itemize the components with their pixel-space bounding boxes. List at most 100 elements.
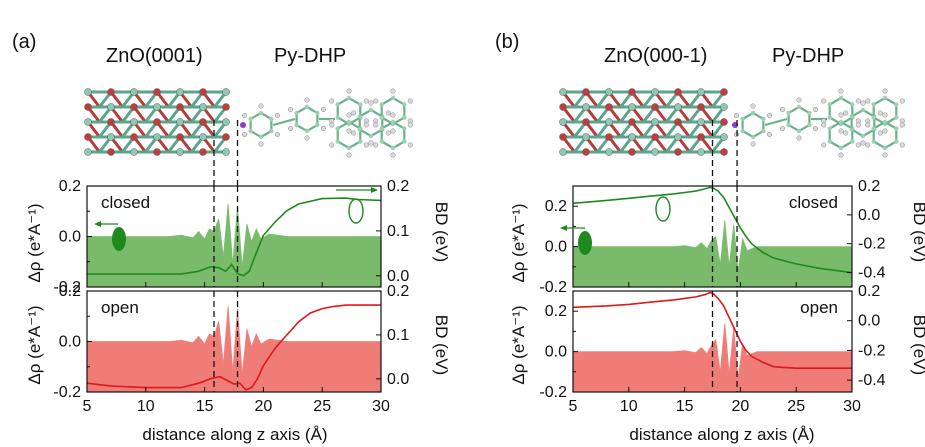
panel-b-zno-slab-atom bbox=[674, 148, 682, 156]
panel-a-py-dhp-dhp-ring-atom bbox=[368, 107, 374, 113]
panel-b-zno-slab-atom bbox=[628, 148, 636, 156]
panel-a-py-dhp-dhp-ring-atom bbox=[357, 127, 362, 132]
panel-a-py-dhp-dhp-ring-hydrogen bbox=[390, 88, 396, 94]
panel-b-py-dhp-dhp-ring-hydrogen bbox=[821, 122, 827, 128]
panel-a-py-dhp-dhp-ring-hydrogen bbox=[363, 122, 369, 128]
panel-b-top-state-label: closed bbox=[789, 193, 838, 212]
panel-b-top-right-tick-label: 0.2 bbox=[858, 178, 880, 195]
panel-b-bottom-band-diagram-line bbox=[573, 291, 852, 369]
panel-a-zno-slab-atom bbox=[153, 88, 161, 96]
panel-a-bottom-x-tick-label: 25 bbox=[313, 398, 331, 415]
panel-b-py-dhp-dhp-ring-atom bbox=[871, 126, 876, 131]
right-axis-arrowhead bbox=[371, 187, 378, 193]
panel-b-py-dhp-dhp-ring-hydrogen bbox=[838, 152, 844, 158]
panel-b-top-left-ylabel: Δρ (e*A⁻¹) bbox=[509, 203, 528, 282]
panel-a-py-dhp-pyridine-hydrogen bbox=[274, 112, 281, 119]
panel-b-top-right-tick-label: -0.2 bbox=[858, 236, 886, 253]
panel-a-bottom-right-tick-label: 0.2 bbox=[387, 283, 409, 300]
panel-a-bottom-charge-density-area bbox=[87, 306, 381, 392]
panel-a-py-dhp-dhp-ring-hydrogen bbox=[346, 128, 352, 134]
panel-b-zno-slab-atom bbox=[674, 88, 682, 96]
panel-b-py-dhp-dhp-ring-atom bbox=[827, 115, 832, 120]
panel-b-label: (b) bbox=[495, 31, 519, 53]
panel-b-top-left-tick-label: -0.2 bbox=[539, 279, 567, 296]
panel-a-top-left-ylabel: Δρ (e*A⁻¹) bbox=[25, 203, 44, 282]
plots-layer: 0.20.0-0.20.20.10.0closed0.20.0-0.20.20.… bbox=[53, 120, 886, 415]
panel-a-py-dhp-phenyl-hydrogen bbox=[320, 125, 327, 132]
panel-b-py-dhp-dhp-ring-hydrogen bbox=[843, 110, 849, 116]
panel-b-zno-slab-atom bbox=[582, 88, 590, 96]
panel-a-py-dhp-dhp-ring-atom bbox=[335, 102, 340, 107]
panel-b-py-dhp-dhp-ring-hydrogen bbox=[882, 112, 888, 118]
panel-b-zno-slab-atom bbox=[697, 103, 705, 111]
panel-b-py-dhp-dhp-ring-atom bbox=[838, 95, 844, 101]
panel-a-py-dhp-dhp-ring-atom bbox=[335, 139, 340, 144]
panel-b-zno-slab-atom bbox=[605, 118, 613, 126]
panel-a-zno-slab-atom bbox=[153, 148, 161, 156]
panel-a-py-dhp-dhp-ring-hydrogen bbox=[385, 110, 391, 116]
panel-a-zno-slab-atom bbox=[199, 148, 207, 156]
panel-b-zno-slab-atom bbox=[605, 133, 613, 141]
panel-a-py-dhp-dhp-ring-atom bbox=[402, 102, 407, 107]
panel-a-zno-slab-atom bbox=[130, 133, 138, 141]
panel-b-top-left-tick-label: 0.2 bbox=[545, 198, 567, 215]
panel-a-zno-slab-atom bbox=[107, 88, 115, 96]
panel-a-py-dhp-pyridine-atom bbox=[248, 116, 253, 122]
panel-a-bottom-right-ylabel: BD (eV) bbox=[432, 315, 451, 375]
panel-a-py-dhp-dhp-ring-atom bbox=[357, 114, 362, 119]
panel-b-zno-slab-atom bbox=[651, 103, 659, 111]
panel-b-py-dhp-dhp-ring-atom bbox=[827, 102, 832, 107]
panel-b-bottom-right-tick-label: -0.2 bbox=[858, 342, 886, 359]
panel-b-py-dhp-pyridine-atom bbox=[750, 110, 756, 116]
panel-a-py-dhp-dhp-ring-hydrogen bbox=[346, 112, 352, 118]
panel-b-py-dhp-dhp-ring-ring bbox=[850, 108, 876, 138]
panel-b-zno-slab-atom bbox=[651, 118, 659, 126]
panel-a-zno-slab-atom bbox=[199, 88, 207, 96]
panel-a-top-right-tick-label: 0.0 bbox=[387, 268, 409, 285]
panel-a-py-dhp-dhp-ring-hydrogen bbox=[373, 122, 379, 128]
panel-b-zno-slab-atom bbox=[628, 88, 636, 96]
panel-b-top-left-tick-label: 0.0 bbox=[545, 239, 567, 256]
panel-a-zno-slab-atom bbox=[130, 148, 138, 156]
panel-a-py-dhp-dhp-ring-atom bbox=[402, 139, 407, 144]
panel-b-zno-slab-atom bbox=[674, 133, 682, 141]
panel-a-py-dhp-nitrogen bbox=[240, 122, 246, 128]
panel-a-py-dhp-dhp-ring-hydrogen bbox=[373, 98, 379, 104]
panel-b-py-dhp-phenyl-atom bbox=[786, 122, 791, 128]
panel-a-zno-slab-atom bbox=[176, 118, 184, 126]
panel-b-py-dhp-dhp-ring-hydrogen bbox=[877, 130, 883, 136]
panel-a-zno-slab-atom bbox=[84, 88, 92, 96]
panel-b-zno-slab-atom bbox=[628, 118, 636, 126]
panel-a-top-left-tick-label: 0.0 bbox=[59, 229, 81, 246]
panel-b-py-dhp-pyridine-atom bbox=[750, 134, 756, 140]
panel-a-py-dhp-dhp-ring-atom bbox=[346, 119, 352, 125]
panel-b-zno-slab-atom bbox=[628, 103, 636, 111]
panel-b-py-dhp-phenyl-atom bbox=[796, 128, 802, 134]
panel-b-molecular-structure bbox=[559, 88, 905, 158]
panel-b-top-band-diagram-line bbox=[573, 186, 852, 274]
panel-a-bottom-x-tick-label: 15 bbox=[196, 398, 214, 415]
panel-a-py-dhp-dhp-ring-atom bbox=[346, 95, 352, 101]
panel-b-py-dhp-dhp-ring-atom bbox=[827, 126, 832, 131]
panel-b-bottom-left-tick-label: -0.2 bbox=[539, 384, 567, 401]
panel-b-py-dhp-pyridine-hydrogen bbox=[750, 141, 756, 147]
panel-b-py-dhp-pyridine-ring bbox=[741, 111, 765, 139]
panel-a-py-dhp-pyridine-atom bbox=[269, 128, 274, 134]
panel-a-bottom-left-tick-label: 0.0 bbox=[59, 334, 81, 351]
panel-b-py-dhp-phenyl-hydrogen bbox=[812, 125, 819, 132]
panel-a-py-dhp-pyridine-atom bbox=[258, 110, 264, 116]
panel-b-py-dhp-pyridine-hydrogen bbox=[766, 112, 773, 119]
panel-b-top-plot-area bbox=[573, 186, 852, 287]
panel-b-bottom-right-tick-label: -0.4 bbox=[858, 372, 886, 389]
left-axis-arrowhead bbox=[94, 221, 101, 227]
panel-b-py-dhp-dhp-ring-hydrogen bbox=[838, 128, 844, 134]
panel-a-bottom-x-tick-label: 10 bbox=[137, 398, 155, 415]
panel-a-py-dhp-dhp-ring-hydrogen bbox=[346, 88, 352, 94]
panel-b-bottom-left-tick-label: 0.2 bbox=[545, 303, 567, 320]
panel-a-bottom-right-tick-label: 0.0 bbox=[387, 371, 409, 388]
panel-a-py-dhp-dhp-ring-hydrogen bbox=[407, 98, 413, 104]
panel-a-zno-slab-atom bbox=[176, 88, 184, 96]
panel-b-py-dhp-dhp-ring-atom bbox=[882, 145, 888, 151]
panel-b-zno-slab-atom bbox=[697, 88, 705, 96]
panel-a-zno-slab-atom bbox=[222, 103, 230, 111]
